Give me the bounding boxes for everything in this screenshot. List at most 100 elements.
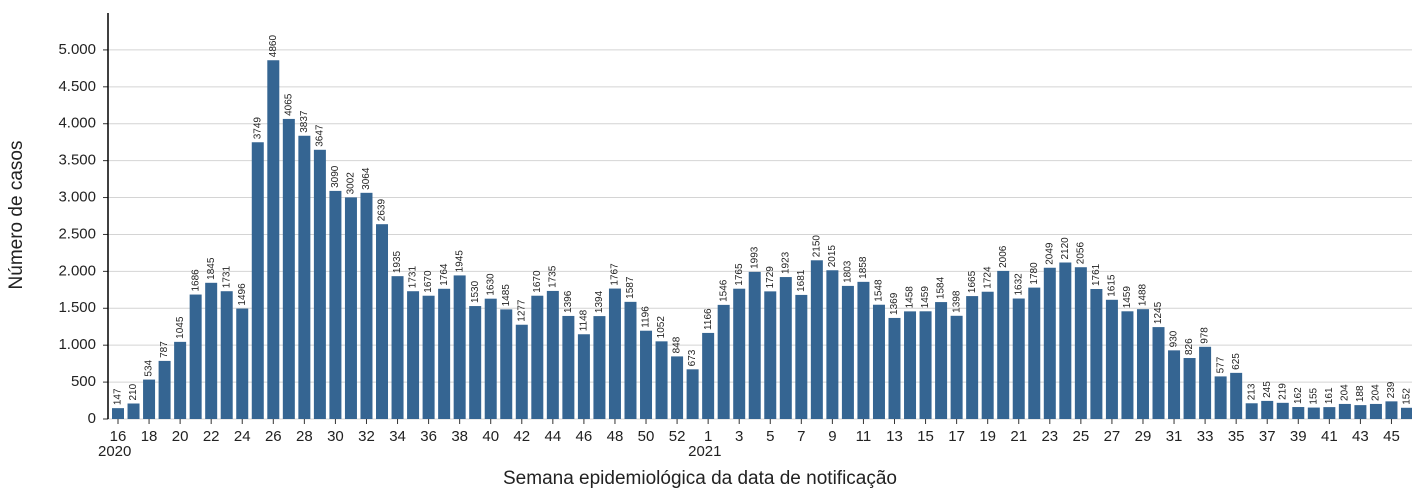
value-label: 3064	[361, 167, 372, 190]
x-tick-label: 46	[576, 428, 593, 445]
bar	[935, 302, 948, 419]
value-label: 1945	[454, 250, 465, 273]
value-label: 155	[1308, 387, 1319, 404]
y-tick-label: 3.000	[58, 189, 96, 206]
value-label: 4860	[268, 35, 279, 58]
value-label: 219	[1277, 383, 1288, 400]
value-label: 1530	[470, 280, 481, 303]
bar	[577, 334, 590, 419]
bar	[857, 281, 870, 419]
x-axis-title: Semana epidemiológica da data de notific…	[503, 468, 897, 489]
value-label: 2006	[998, 245, 1009, 268]
bar	[717, 304, 730, 419]
x-tick-label: 41	[1321, 428, 1338, 445]
value-label: 147	[113, 388, 124, 405]
y-tick-label: 2.000	[58, 262, 96, 279]
value-label: 2639	[377, 199, 388, 222]
x-tick-label: 17	[948, 428, 965, 445]
x-tick-label: 43	[1352, 428, 1369, 445]
bar	[608, 288, 621, 419]
bar	[127, 403, 140, 419]
bar	[1121, 311, 1134, 419]
bar	[1199, 346, 1212, 419]
value-label: 2120	[1060, 237, 1071, 260]
bar	[1028, 287, 1041, 419]
bar	[515, 324, 528, 419]
bar	[391, 276, 404, 419]
bar	[531, 295, 544, 419]
value-label: 2150	[811, 235, 822, 258]
bar	[236, 308, 249, 419]
value-label: 1630	[485, 273, 496, 296]
value-label: 1587	[625, 276, 636, 299]
year-label: 2021	[688, 443, 721, 460]
value-label: 577	[1215, 356, 1226, 373]
bar	[1385, 401, 1398, 419]
value-label: 1459	[1122, 286, 1133, 309]
bar	[1307, 407, 1320, 419]
value-label: 1665	[967, 270, 978, 293]
value-label: 930	[1169, 330, 1180, 347]
bar	[1168, 350, 1181, 419]
x-tick-label: 18	[141, 428, 158, 445]
value-label: 1458	[905, 286, 916, 309]
x-tick-label: 20	[172, 428, 189, 445]
value-label: 1935	[392, 250, 403, 273]
value-label: 1196	[641, 306, 652, 328]
bar	[904, 311, 917, 419]
value-label: 1670	[532, 270, 543, 293]
bar	[546, 290, 559, 419]
value-label: 1166	[703, 308, 714, 330]
bar	[1152, 327, 1165, 419]
value-label: 1496	[237, 283, 248, 306]
value-label: 2015	[827, 245, 838, 268]
y-tick-label: 1.000	[58, 336, 96, 353]
bar	[997, 270, 1010, 419]
value-label: 1731	[408, 266, 419, 289]
value-label: 161	[1324, 387, 1335, 404]
x-tick-label: 9	[828, 428, 836, 445]
bar	[313, 149, 326, 419]
bar	[1183, 358, 1196, 419]
x-tick-label: 5	[766, 428, 774, 445]
bar	[453, 275, 466, 419]
bar	[174, 341, 187, 419]
bar	[1230, 372, 1243, 419]
y-tick-label: 5.000	[58, 41, 96, 58]
x-tick-label: 3	[735, 428, 743, 445]
value-label: 245	[1262, 381, 1273, 398]
bar	[1338, 403, 1351, 419]
value-label: 1632	[1013, 273, 1024, 296]
x-tick-label: 40	[482, 428, 499, 445]
y-tick-label: 4.000	[58, 115, 96, 132]
value-label: 3002	[346, 172, 357, 195]
bar	[143, 379, 156, 419]
bar	[950, 315, 963, 419]
x-tick-label: 34	[389, 428, 406, 445]
value-label: 1923	[780, 251, 791, 274]
bar	[189, 294, 202, 419]
value-label: 1993	[749, 246, 760, 269]
value-label: 1731	[221, 266, 232, 289]
bar	[764, 291, 777, 419]
value-label: 1845	[206, 257, 217, 280]
bar	[500, 309, 513, 419]
bar	[1245, 403, 1258, 419]
x-tick-label: 33	[1197, 428, 1214, 445]
value-label: 1764	[439, 263, 450, 286]
bar	[376, 224, 389, 419]
bar	[298, 135, 311, 419]
x-tick-label: 26	[265, 428, 282, 445]
bar	[344, 197, 357, 419]
bar	[407, 291, 420, 419]
bar	[220, 291, 233, 419]
x-tick-label: 29	[1135, 428, 1152, 445]
x-tick-label: 35	[1228, 428, 1245, 445]
x-tick-label: 30	[327, 428, 344, 445]
value-label: 534	[144, 359, 155, 376]
bar	[205, 282, 218, 419]
bar	[1136, 309, 1149, 419]
value-label: 2056	[1076, 242, 1087, 265]
value-label: 1488	[1138, 283, 1149, 306]
